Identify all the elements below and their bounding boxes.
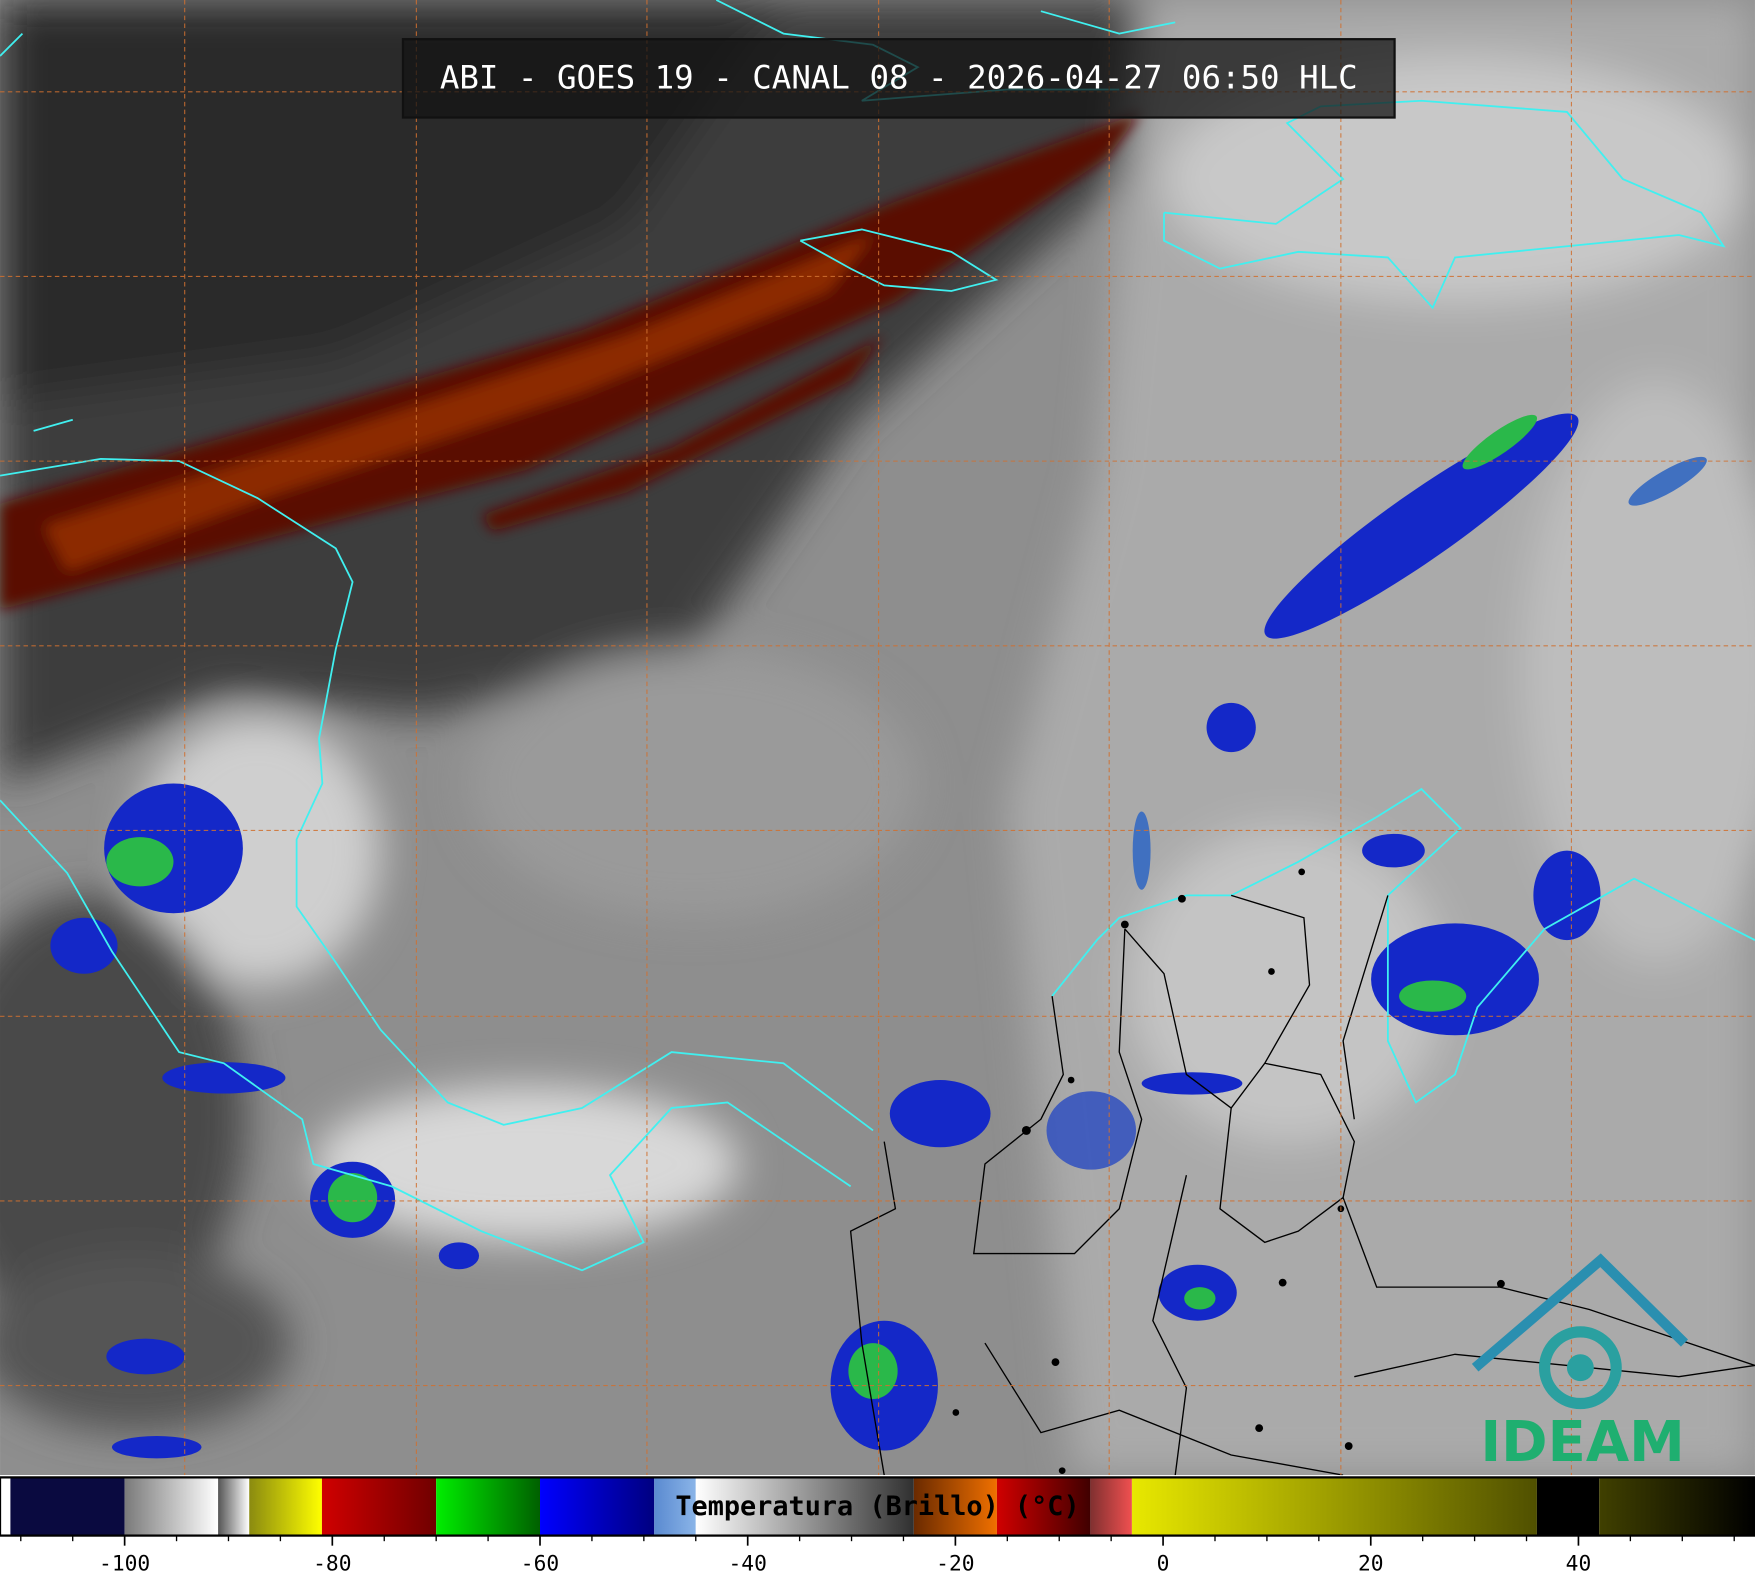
colorbar-segment: [124, 1477, 219, 1536]
colorbar-segment: [436, 1477, 541, 1536]
colorbar-segment: [10, 1477, 125, 1536]
colorbar-segment: [996, 1477, 1091, 1536]
graticule: [0, 0, 1755, 1476]
colorbar-segment: [249, 1477, 322, 1536]
colorbar: Temperatura (Brillo) (°C) -100 -80 -60 -40 -2…: [0, 1476, 1755, 1577]
x-tick-label: -60: [521, 1552, 559, 1577]
colorbar-segment: [321, 1477, 437, 1536]
x-tick-label: -80: [313, 1552, 351, 1577]
x-tick-label: -20: [936, 1552, 974, 1577]
colorbar-segment: [540, 1477, 655, 1536]
colorbar-segment: [1131, 1477, 1537, 1536]
colorbar-segment: [218, 1477, 250, 1536]
logo: IDEAM: [1471, 1253, 1689, 1475]
colorbar-segment: [1090, 1477, 1132, 1536]
logo-text: IDEAM: [1480, 1410, 1684, 1475]
cloud-tops: [50, 413, 1707, 1459]
colorbar-segment: [1536, 1477, 1600, 1536]
x-tick-label: 0: [1157, 1552, 1170, 1577]
x-tick-label: -40: [729, 1552, 767, 1577]
x-tick-label: 20: [1358, 1552, 1384, 1577]
colorbar-segment: [0, 1477, 11, 1536]
x-tick-label: -100: [99, 1552, 150, 1577]
title: ABI - GOES 19 - CANAL 08 - 2026-04-27 06…: [440, 58, 1358, 96]
colorbar-label: Temperatura (Brillo) (°C): [675, 1491, 1079, 1522]
colorbar-segment: [913, 1477, 997, 1536]
colorbar-segment: [695, 1477, 914, 1536]
colorbar-segment: [1599, 1477, 1755, 1536]
x-tick-label: 40: [1566, 1552, 1592, 1577]
title-box: [401, 38, 1396, 119]
coastlines: [0, 0, 1755, 1272]
satellite-image: IDEAM: [0, 0, 1755, 1476]
colorbar-segment: [654, 1477, 696, 1536]
